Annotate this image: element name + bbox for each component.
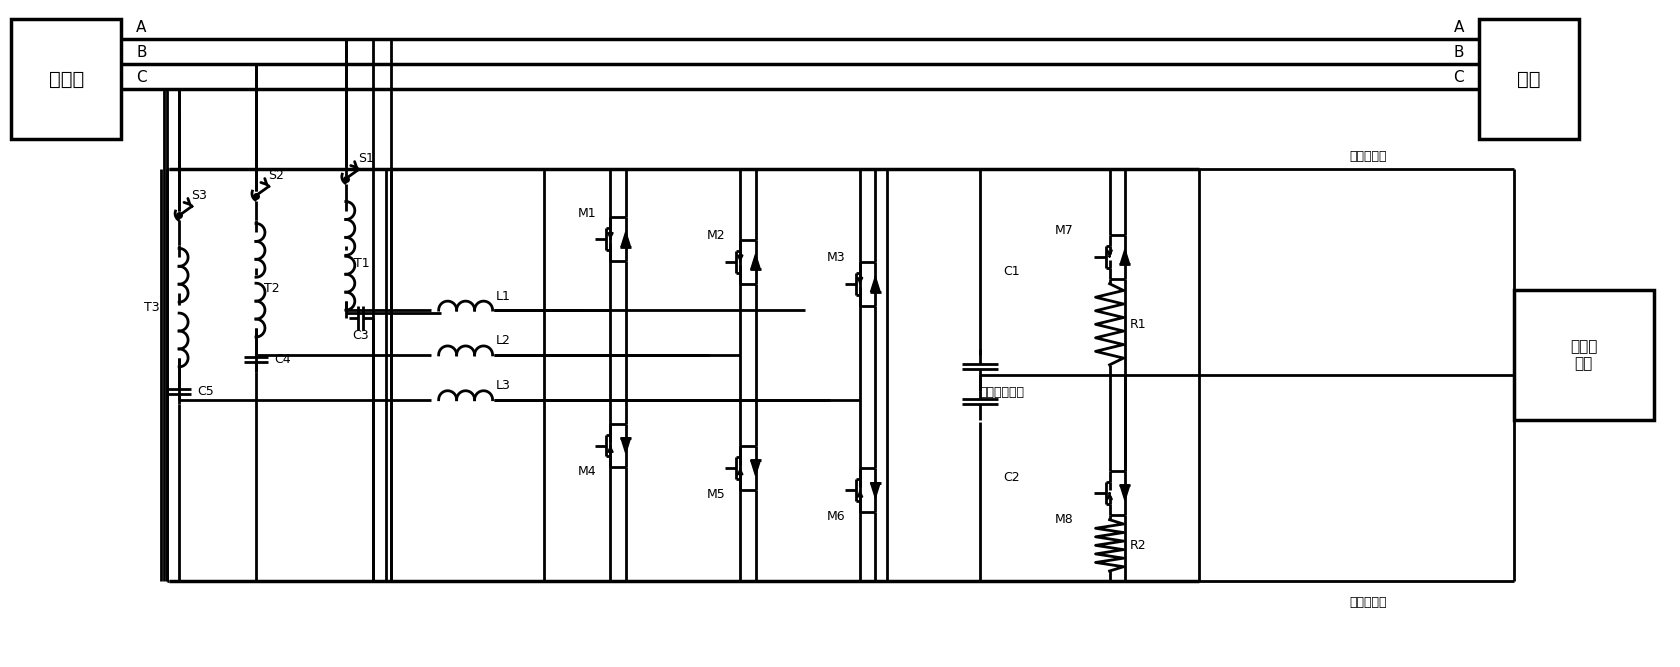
Text: A: A (1453, 20, 1463, 35)
Polygon shape (620, 231, 630, 247)
Text: M8: M8 (1053, 513, 1074, 526)
Polygon shape (751, 460, 759, 476)
Text: 并网点: 并网点 (49, 69, 84, 89)
Text: L2: L2 (496, 334, 511, 348)
Text: 风机: 风机 (1517, 69, 1539, 89)
Text: L1: L1 (496, 289, 511, 303)
Text: S1: S1 (358, 152, 373, 165)
Polygon shape (870, 483, 880, 498)
Text: 直流母线中点: 直流母线中点 (979, 386, 1025, 400)
Text: T1: T1 (353, 257, 370, 270)
Text: 直流母线正: 直流母线正 (1349, 150, 1386, 163)
Text: 预充电
回路: 预充电 回路 (1569, 339, 1596, 371)
Polygon shape (751, 254, 759, 269)
Bar (1514, 290, 1653, 420)
Text: C4: C4 (274, 354, 291, 366)
Text: 直流母线负: 直流母线负 (1349, 596, 1386, 610)
Bar (1478, 19, 1578, 139)
Text: M5: M5 (707, 488, 726, 501)
Polygon shape (620, 438, 630, 453)
Bar (12, 19, 121, 139)
Text: C2: C2 (1003, 472, 1020, 484)
Text: M7: M7 (1053, 224, 1074, 237)
Text: C3: C3 (353, 329, 370, 342)
Text: S3: S3 (192, 189, 207, 202)
Polygon shape (870, 277, 880, 292)
Text: A: A (136, 20, 146, 35)
Text: C: C (136, 69, 146, 85)
Text: B: B (136, 45, 146, 59)
Text: C1: C1 (1003, 265, 1020, 278)
Text: M1: M1 (578, 207, 596, 219)
Text: T3: T3 (144, 301, 160, 314)
Text: M6: M6 (827, 510, 845, 523)
Text: S2: S2 (267, 169, 284, 182)
Polygon shape (1119, 485, 1129, 500)
Polygon shape (1119, 249, 1129, 265)
Text: M4: M4 (578, 466, 596, 478)
Text: C: C (1453, 69, 1463, 85)
Text: M2: M2 (707, 229, 726, 242)
Text: B: B (1453, 45, 1463, 59)
Text: M3: M3 (827, 251, 845, 264)
Text: L3: L3 (496, 380, 511, 392)
Text: R2: R2 (1129, 539, 1146, 552)
Text: C5: C5 (197, 386, 213, 398)
Text: T2: T2 (264, 281, 279, 295)
Text: R1: R1 (1129, 317, 1146, 331)
